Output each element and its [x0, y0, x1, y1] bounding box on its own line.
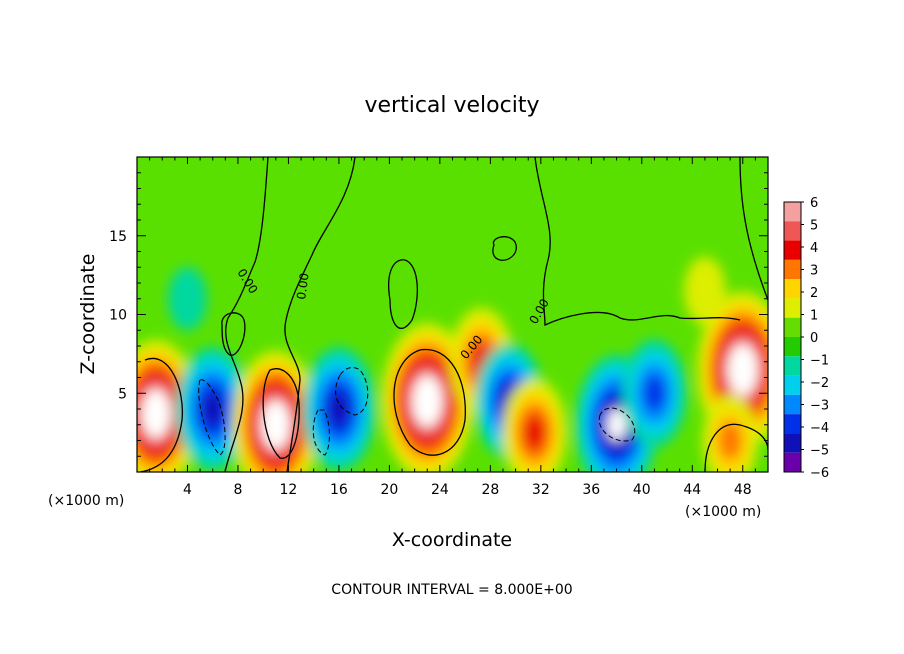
contour-line [335, 367, 369, 416]
velocity-cell [202, 392, 223, 426]
colorbar-label: 1 [810, 309, 818, 324]
x-tick-label: 20 [380, 482, 398, 498]
x-tick-label: 44 [683, 482, 701, 498]
colorbar-swatch [784, 356, 801, 376]
colorbar-swatch [784, 337, 801, 357]
y-tick-label: 15 [109, 229, 127, 245]
zero-contours [139, 157, 768, 472]
x-tick-label: 16 [330, 482, 348, 498]
colorbar-swatch [784, 221, 801, 241]
colorbar-swatch [784, 375, 801, 395]
colorbar-swatch [784, 202, 801, 222]
y-tick-label: 10 [109, 308, 127, 324]
colorbar-label: 5 [810, 219, 818, 234]
colorbar-label: −2 [810, 376, 829, 391]
velocity-cell [733, 354, 752, 386]
velocity-cell [643, 375, 666, 412]
contour-line [139, 357, 184, 472]
y-axis-title: Z-coordinate [77, 254, 99, 375]
x-tick-label: 40 [633, 482, 651, 498]
contour-line [221, 312, 246, 356]
plot-area: 0.00 0.00 0.00 0.00 [137, 157, 768, 472]
x-tick-label: 12 [280, 482, 298, 498]
colorbar-label: 3 [810, 264, 818, 279]
contour-line [739, 157, 768, 301]
contour-line [284, 157, 356, 472]
velocity-cell [175, 279, 200, 318]
contour-line [224, 157, 269, 472]
x-axis-title: X-coordinate [392, 529, 512, 551]
colorbar-label: −5 [810, 444, 829, 459]
colorbar-swatch [784, 394, 801, 415]
contour-line [534, 157, 741, 327]
contour-interval-label: CONTOUR INTERVAL = 8.000E+00 [331, 582, 572, 598]
velocity-cell [607, 408, 627, 441]
contour-line [388, 259, 418, 329]
x-unit-label-right: (×1000 m) [685, 504, 761, 520]
colorbar-label: −3 [810, 399, 829, 414]
velocity-cell [267, 409, 285, 440]
x-axis-ticks: 4 8 12 16 20 24 28 32 36 40 44 48 [149, 157, 756, 498]
x-tick-label: 4 [183, 482, 192, 498]
colorbar: 6 5 4 3 2 1 0 −1 −2 −3 −4 −5 −6 [783, 196, 829, 481]
colorbar-label: 2 [810, 286, 818, 301]
colorbar-label: −4 [810, 421, 829, 436]
colorbar-swatch [784, 452, 801, 472]
colorbar-label: −6 [810, 466, 829, 481]
colorbar-label: 4 [810, 241, 818, 256]
colorbar-swatch [784, 414, 801, 434]
contour-line [198, 379, 226, 456]
colorbar-label: 0 [810, 331, 818, 346]
y-tick-label: 5 [118, 386, 127, 402]
velocity-field [137, 256, 768, 472]
colorbar-swatch [784, 240, 801, 260]
velocity-cell [523, 414, 546, 451]
colorbar-label: −1 [810, 354, 829, 369]
colorbar-swatch [784, 433, 801, 453]
contour-line [262, 368, 300, 459]
velocity-cell [718, 420, 742, 461]
colorbar-swatch [784, 298, 801, 318]
x-tick-label: 28 [481, 482, 499, 498]
contour-line [312, 409, 330, 456]
contour-line [393, 348, 466, 456]
velocity-cell [147, 398, 165, 429]
x-tick-label: 36 [582, 482, 600, 498]
contour-label: 0.00 [294, 272, 312, 300]
contour-line [598, 407, 636, 442]
x-unit-label-left: (×1000 m) [48, 493, 124, 509]
colorbar-swatch [784, 279, 801, 299]
chart-title: vertical velocity [364, 93, 539, 118]
velocity-cell [418, 385, 437, 417]
velocity-cell [692, 270, 718, 312]
velocity-cell [328, 392, 349, 426]
negative-contours [198, 367, 636, 456]
x-tick-label: 48 [734, 482, 752, 498]
y-axis-ticks: 5 10 15 [109, 172, 768, 457]
colorbar-swatch [784, 259, 801, 280]
x-tick-label: 32 [532, 482, 550, 498]
contour-line [492, 236, 517, 261]
x-tick-label: 8 [233, 482, 242, 498]
colorbar-label: 6 [810, 196, 818, 211]
x-tick-label: 24 [431, 482, 449, 498]
colorbar-swatch [784, 317, 801, 337]
